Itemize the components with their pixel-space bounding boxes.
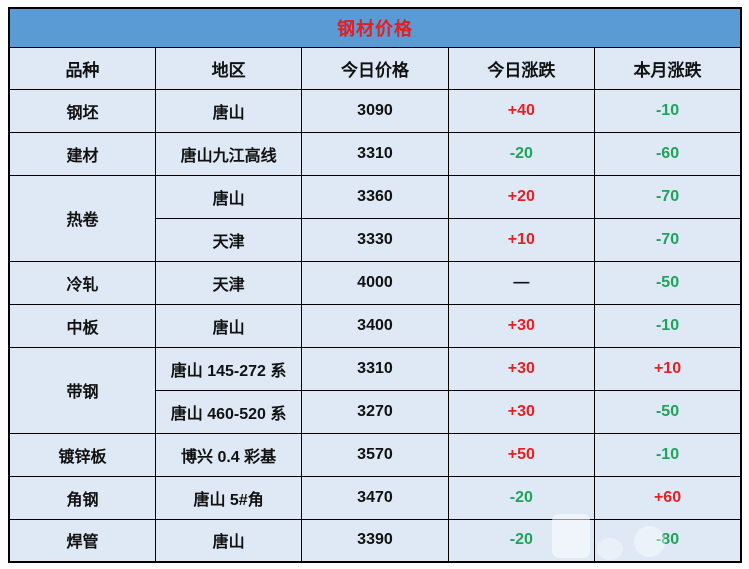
col-header-region: 地区 bbox=[154, 46, 303, 90]
table-row: 角钢 唐山 5#角 3470 -20 +60 bbox=[8, 475, 742, 520]
month-change-cell: -50 bbox=[594, 389, 742, 434]
day-change-cell: +50 bbox=[447, 432, 596, 477]
region-cell: 天津 bbox=[154, 217, 303, 262]
price-cell: 3310 bbox=[301, 131, 449, 176]
month-change-cell: -70 bbox=[594, 174, 742, 219]
table-row: 冷轧 天津 4000 — -50 bbox=[8, 260, 742, 305]
region-cell: 唐山 5#角 bbox=[154, 475, 303, 520]
month-change-cell: -10 bbox=[594, 88, 742, 133]
day-change-cell: +40 bbox=[447, 88, 596, 133]
variety-cell: 冷轧 bbox=[8, 260, 156, 305]
price-cell: 3400 bbox=[301, 303, 449, 348]
day-change-cell: +10 bbox=[447, 217, 596, 262]
month-change-cell: -80 bbox=[594, 518, 742, 563]
day-change-cell: +30 bbox=[447, 346, 596, 391]
col-header-today-price: 今日价格 bbox=[301, 46, 449, 90]
table-row: 中板 唐山 3400 +30 -10 bbox=[8, 303, 742, 348]
table-row: 焊管 唐山 3390 -20 -80 bbox=[8, 518, 742, 563]
region-cell: 唐山 bbox=[154, 88, 303, 133]
price-cell: 3390 bbox=[301, 518, 449, 563]
col-header-variety: 品种 bbox=[8, 46, 156, 90]
variety-cell: 角钢 bbox=[8, 475, 156, 520]
variety-cell-merged: 带钢 bbox=[8, 346, 156, 434]
price-cell: 3090 bbox=[301, 88, 449, 133]
variety-cell: 建材 bbox=[8, 131, 156, 176]
table-row: 天津 3330 +10 -70 bbox=[9, 217, 742, 262]
month-change-cell: -10 bbox=[594, 303, 742, 348]
month-change-cell: -10 bbox=[594, 432, 742, 477]
table-row: 建材 唐山九江高线 3310 -20 -60 bbox=[8, 131, 742, 176]
price-cell: 3330 bbox=[301, 217, 449, 262]
price-cell: 3570 bbox=[301, 432, 449, 477]
price-cell: 3470 bbox=[301, 475, 449, 520]
region-cell: 天津 bbox=[154, 260, 303, 305]
month-change-cell: -70 bbox=[594, 217, 742, 262]
price-cell: 3270 bbox=[301, 389, 449, 434]
col-header-month-change: 本月涨跌 bbox=[594, 46, 742, 90]
steel-price-table: 钢材价格 品种 地区 今日价格 今日涨跌 本月涨跌 钢坯 唐山 3090 +40… bbox=[8, 7, 742, 563]
region-cell: 唐山 460-520 系 bbox=[154, 389, 303, 434]
table-row: 带钢 唐山 145-272 系 3310 +30 +10 bbox=[8, 346, 742, 434]
table-row: 唐山 460-520 系 3270 +30 -50 bbox=[9, 389, 742, 434]
price-cell: 4000 bbox=[301, 260, 449, 305]
day-change-cell: +30 bbox=[447, 303, 596, 348]
day-change-cell: +20 bbox=[447, 174, 596, 219]
month-change-cell: +60 bbox=[594, 475, 742, 520]
table-title: 钢材价格 bbox=[8, 7, 742, 48]
variety-cell: 中板 bbox=[8, 303, 156, 348]
price-cell: 3360 bbox=[301, 174, 449, 219]
day-change-cell: — bbox=[447, 260, 596, 305]
month-change-cell: +10 bbox=[594, 346, 742, 391]
day-change-cell: -20 bbox=[447, 518, 596, 563]
day-change-cell: -20 bbox=[447, 131, 596, 176]
region-cell: 博兴 0.4 彩基 bbox=[154, 432, 303, 477]
region-cell: 唐山九江高线 bbox=[154, 131, 303, 176]
month-change-cell: -60 bbox=[594, 131, 742, 176]
region-cell: 唐山 145-272 系 bbox=[154, 346, 303, 391]
variety-cell: 焊管 bbox=[8, 518, 156, 563]
variety-cell-merged: 热卷 bbox=[8, 174, 156, 262]
price-cell: 3310 bbox=[301, 346, 449, 391]
region-cell: 唐山 bbox=[154, 518, 303, 563]
month-change-cell: -50 bbox=[594, 260, 742, 305]
region-cell: 唐山 bbox=[154, 174, 303, 219]
table-row: 热卷 唐山 3360 +20 -70 bbox=[8, 174, 742, 262]
table-row: 镀锌板 博兴 0.4 彩基 3570 +50 -10 bbox=[8, 432, 742, 477]
col-header-today-change: 今日涨跌 bbox=[447, 46, 596, 90]
variety-cell: 镀锌板 bbox=[8, 432, 156, 477]
region-cell: 唐山 bbox=[154, 303, 303, 348]
day-change-cell: +30 bbox=[447, 389, 596, 434]
variety-cell: 钢坯 bbox=[8, 88, 156, 133]
day-change-cell: -20 bbox=[447, 475, 596, 520]
table-row: 钢坯 唐山 3090 +40 -10 bbox=[8, 88, 742, 133]
